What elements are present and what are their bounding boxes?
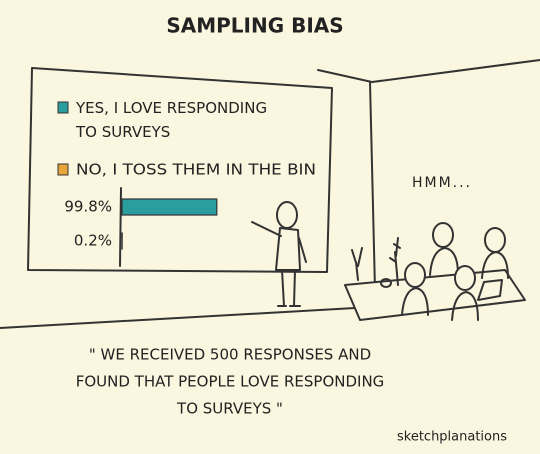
legend: YES, I LOVE RESPONDING TO SURVEYS NO, I TO… [57,99,316,179]
title: SAMPLING BIAS [166,14,343,38]
audience [344,222,526,321]
bar-label: 99.8% [64,198,112,216]
legend-label: NO, I TOSS THEM IN THE BIN [76,161,316,179]
speech: HMM... [412,175,472,191]
bars: 99.8% 0.2% [64,198,218,250]
bar [121,198,218,216]
legend-swatch [57,163,69,176]
credit: sketchplanations [397,430,507,445]
bar-label: 0.2% [74,232,112,250]
legend-label: YES, I LOVE RESPONDING TO SURVEYS [75,99,267,141]
room-lines [0,59,540,329]
presenter [251,201,307,307]
caption-line: TO SURVEYS " [176,400,283,418]
legend-swatch [57,101,69,114]
caption-line: " WE RECEIVED 500 RESPONSES AND [89,346,371,364]
caption: " WE RECEIVED 500 RESPONSES AND FOUND THA… [76,346,385,418]
whiteboard [27,67,333,273]
caption-line: FOUND THAT PEOPLE LOVE RESPONDING [76,373,385,391]
chart-axis [119,187,122,267]
